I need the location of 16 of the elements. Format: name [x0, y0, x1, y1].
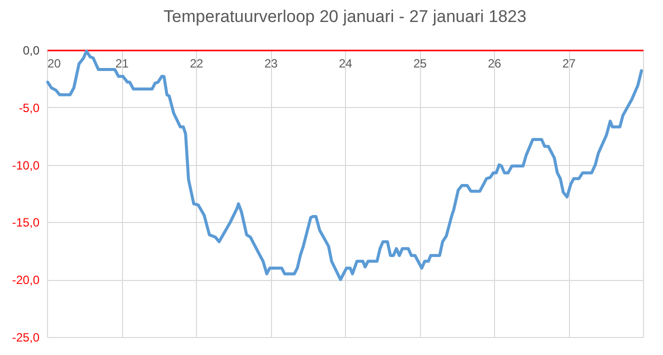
- y-tick-label: -15,0: [12, 216, 40, 230]
- y-tick-label: -5,0: [18, 100, 40, 115]
- line-series: [46, 50, 644, 282]
- y-tick-label: -20,0: [12, 273, 40, 288]
- x-tick-label: 23: [264, 56, 278, 70]
- y-tick-label: -25,0: [12, 330, 40, 344]
- x-tick-label: 26: [488, 56, 502, 70]
- x-tick-label: 24: [338, 56, 352, 70]
- x-tick-label: 20: [48, 56, 62, 70]
- x-tick-label: 21: [115, 56, 129, 70]
- y-tick-label: -10,0: [12, 158, 40, 172]
- y-tick-label: 0,0: [22, 44, 40, 58]
- x-tick-label: 25: [413, 56, 427, 70]
- chart-title: Temperatuurverloop 20 januari - 27 januari 1823: [164, 7, 526, 26]
- x-tick-label: 22: [190, 56, 204, 70]
- x-tick-label: 27: [562, 56, 576, 70]
